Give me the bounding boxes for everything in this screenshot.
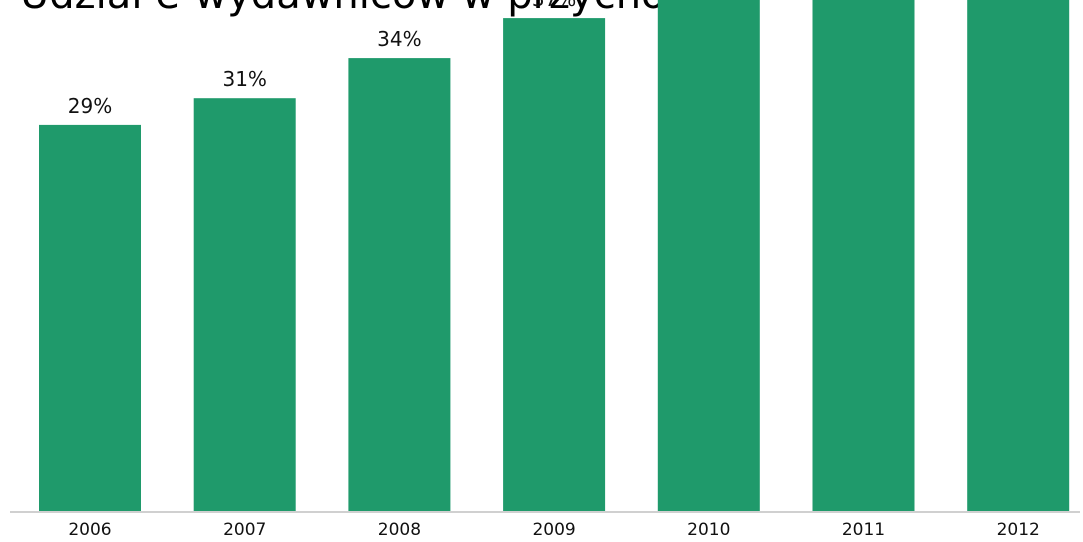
- category-label-2010: 2010: [687, 520, 730, 540]
- category-labels-layer: 2006 2007 2008 2009 2010 2011 2012: [68, 520, 1039, 540]
- category-label-2009: 2009: [532, 520, 575, 540]
- bar-2012: [967, 0, 1070, 512]
- value-label-2009: 37%: [532, 0, 576, 11]
- bars-layer: [39, 0, 1070, 513]
- category-label-2006: 2006: [68, 520, 111, 540]
- value-label-2006: 29%: [68, 94, 112, 118]
- bar-2010: [657, 0, 760, 512]
- value-label-2007: 31%: [222, 67, 266, 91]
- bar-2008: [348, 58, 451, 512]
- chart-title: Udział e-wydawniców w przychodach: [20, 0, 763, 18]
- category-label-2007: 2007: [223, 520, 266, 540]
- labels-layer: 29%31%34%37%40%45%50%*: [68, 0, 577, 118]
- bar-2009: [503, 18, 606, 512]
- category-label-2011: 2011: [842, 520, 885, 540]
- category-label-2012: 2012: [997, 520, 1040, 540]
- bar-2011: [812, 0, 915, 512]
- bar-2007: [193, 98, 296, 512]
- bar-2006: [39, 124, 141, 513]
- value-label-2008: 34%: [377, 27, 421, 51]
- category-label-2008: 2008: [378, 520, 421, 540]
